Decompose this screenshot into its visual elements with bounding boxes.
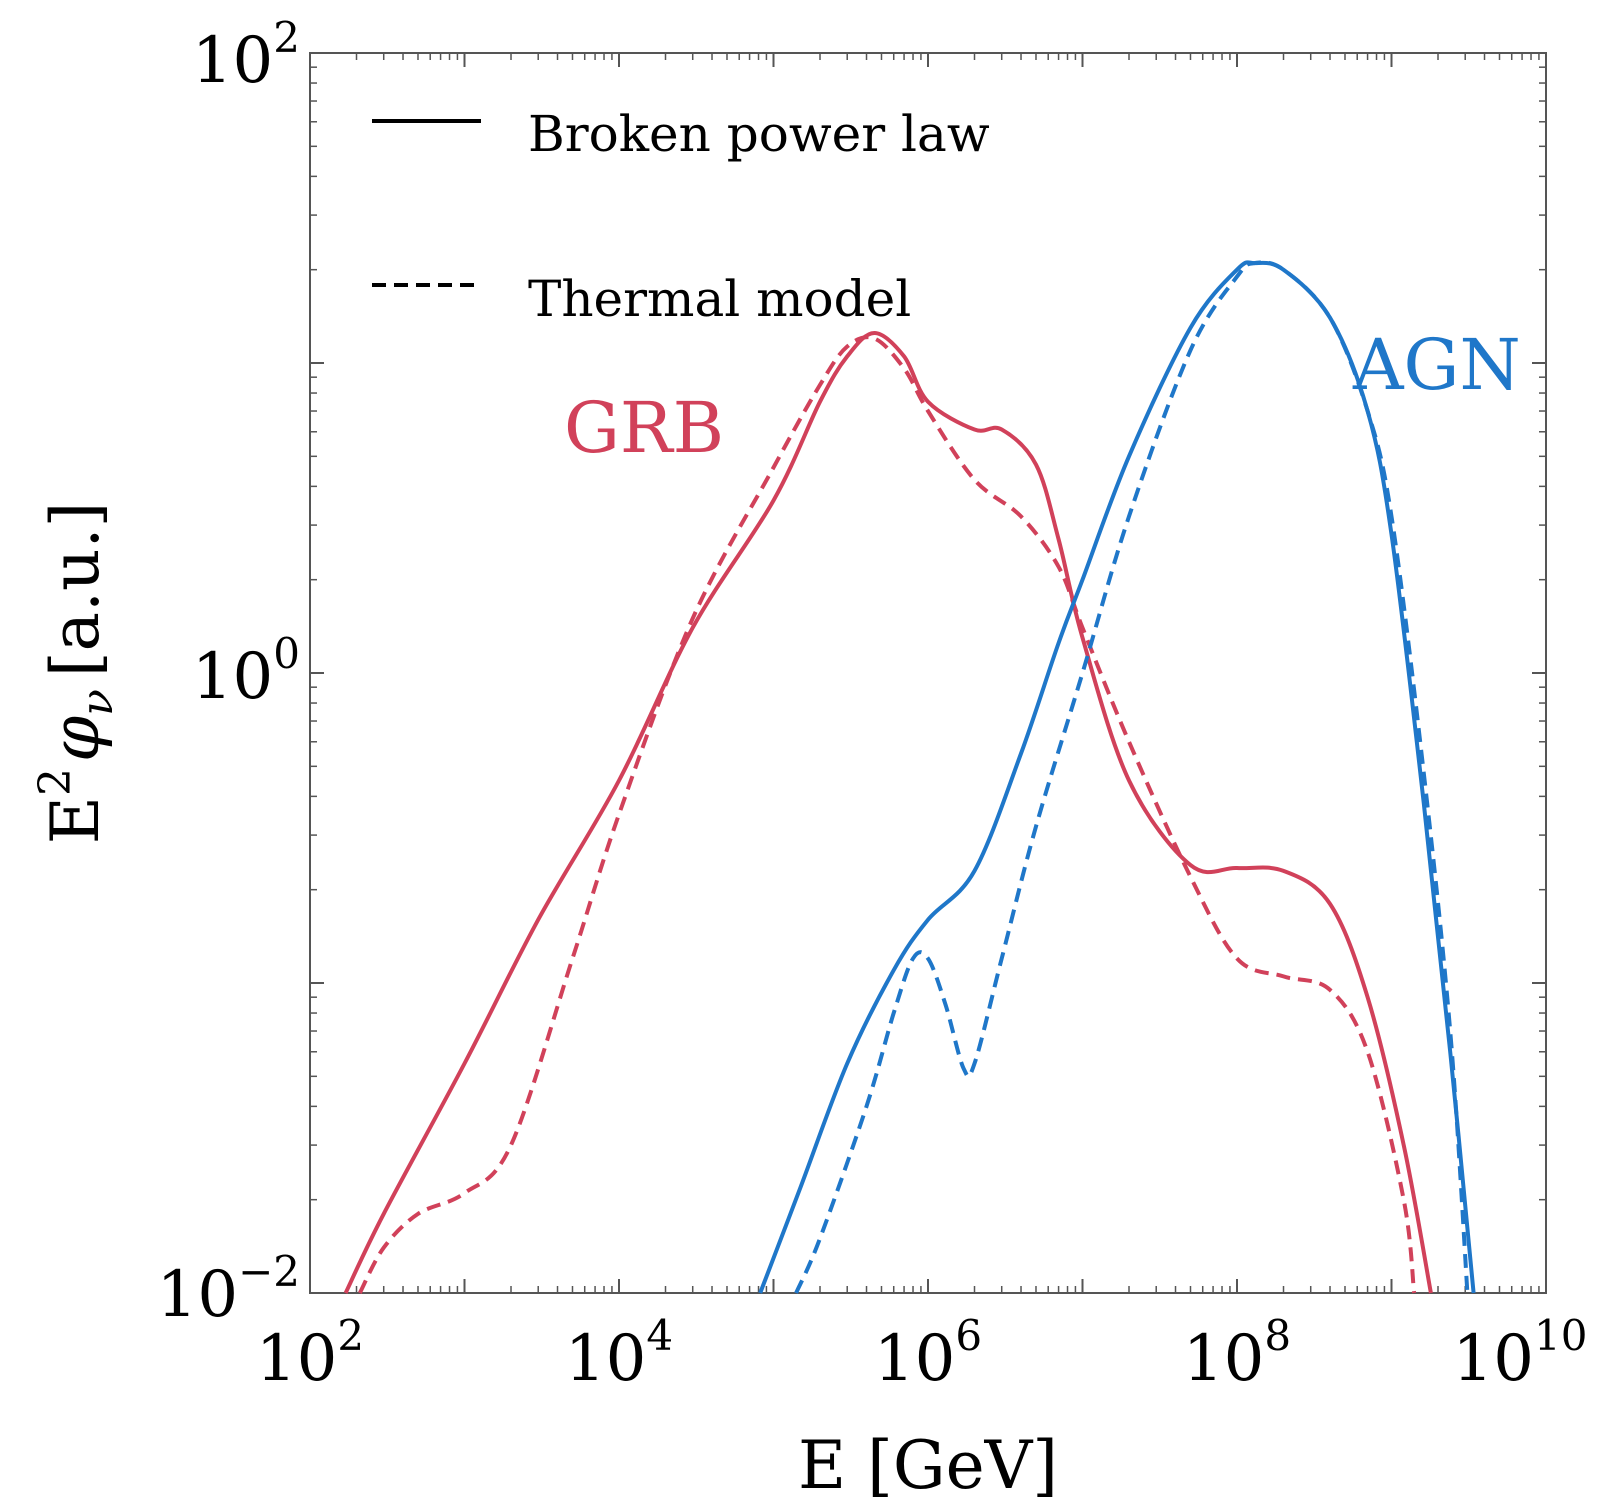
major-ticks (309, 52, 1547, 1294)
x-tick-labels: 102 104 106 108 1010 (256, 1311, 1588, 1396)
x-tick-label: 102 (256, 1311, 364, 1396)
curves (343, 260, 1476, 1294)
x-tick-label: 106 (874, 1311, 982, 1396)
x-axis-title: E [GeV] (798, 1427, 1058, 1504)
legend-label-thermal-model: Thermal model (528, 270, 911, 328)
series-grb-broken-power-law-line (343, 331, 1433, 1294)
series-grb-thermal-model-line (358, 335, 1417, 1294)
x-tick-label: 1010 (1453, 1311, 1588, 1396)
y-tick-label: 100 (192, 629, 300, 714)
series-label-agn: AGN (1352, 324, 1521, 406)
x-tick-label: 104 (565, 1311, 673, 1396)
series-agn-thermal-model-line (794, 260, 1470, 1294)
y-tick-labels: 10−2 100 102 (157, 13, 300, 1332)
x-tick-label: 108 (1183, 1311, 1291, 1396)
y-tick-label: 10−2 (157, 1247, 300, 1332)
y-tick-label: 102 (192, 13, 300, 98)
legend-label-broken-power-law: Broken power law (528, 105, 990, 163)
series-agn-broken-power-law-line (758, 260, 1476, 1294)
legend: Broken power law Thermal model (372, 105, 990, 328)
series-label-grb: GRB (564, 387, 724, 469)
y-axis-title: E2φν[a.u.] (30, 502, 123, 844)
